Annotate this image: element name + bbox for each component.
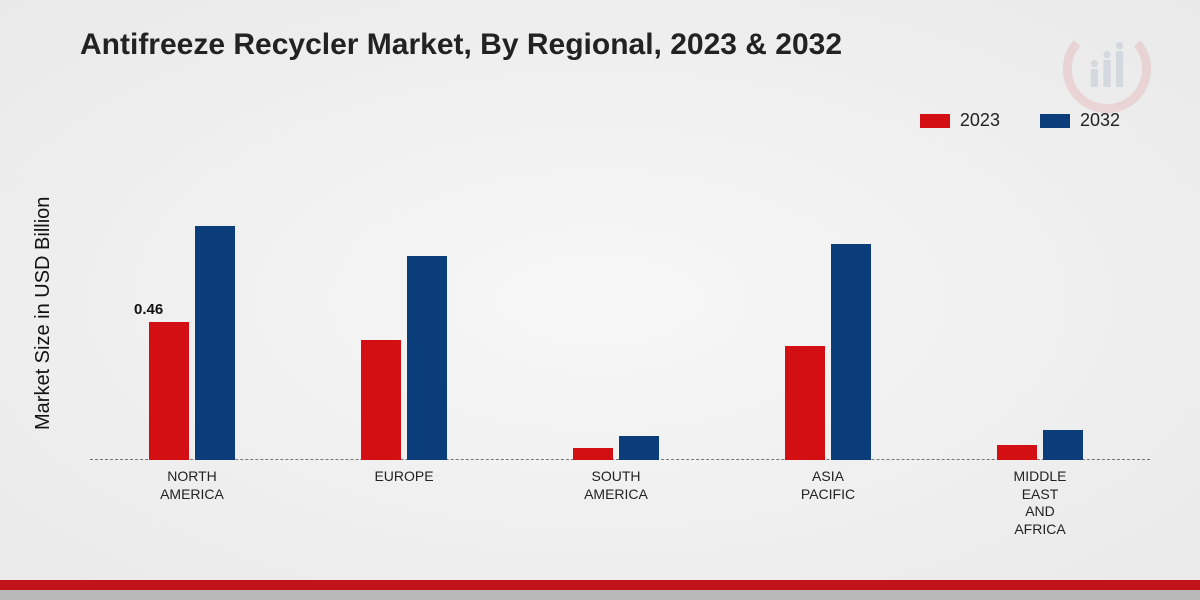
legend-swatch-2032 — [1040, 114, 1070, 128]
bar-value-label: 0.46 — [134, 301, 163, 318]
legend-label-2032: 2032 — [1080, 110, 1120, 131]
y-axis-label: Market Size in USD Billion — [32, 197, 55, 430]
legend-item-2032: 2032 — [1040, 110, 1120, 131]
bar-group — [768, 244, 888, 460]
bar-group — [344, 256, 464, 460]
legend-item-2023: 2023 — [920, 110, 1000, 131]
chart-container: Antifreeze Recycler Market, By Regional,… — [0, 0, 1200, 600]
bar — [573, 448, 613, 460]
bar — [195, 226, 235, 460]
chart-title: Antifreeze Recycler Market, By Regional,… — [80, 28, 842, 62]
legend: 2023 2032 — [920, 110, 1120, 131]
bar — [997, 445, 1037, 460]
bar — [619, 436, 659, 460]
bar — [831, 244, 871, 460]
x-tick-label: ASIA PACIFIC — [768, 468, 888, 503]
bar — [785, 346, 825, 460]
footer-gray-line — [0, 590, 1200, 600]
footer-accent-line — [0, 580, 1200, 590]
bar-group — [980, 430, 1100, 460]
watermark-logo — [1062, 24, 1152, 114]
x-tick-label: NORTH AMERICA — [132, 468, 252, 503]
bar — [361, 340, 401, 460]
bar-group — [556, 436, 676, 460]
x-tick-label: EUROPE — [344, 468, 464, 486]
x-tick-label: MIDDLE EAST AND AFRICA — [980, 468, 1100, 538]
legend-label-2023: 2023 — [960, 110, 1000, 131]
bar — [149, 322, 189, 460]
legend-swatch-2023 — [920, 114, 950, 128]
bar-group: 0.46 — [132, 226, 252, 460]
x-tick-label: SOUTH AMERICA — [556, 468, 676, 503]
bar — [407, 256, 447, 460]
plot-area: 0.46 — [90, 160, 1150, 460]
bar — [1043, 430, 1083, 460]
